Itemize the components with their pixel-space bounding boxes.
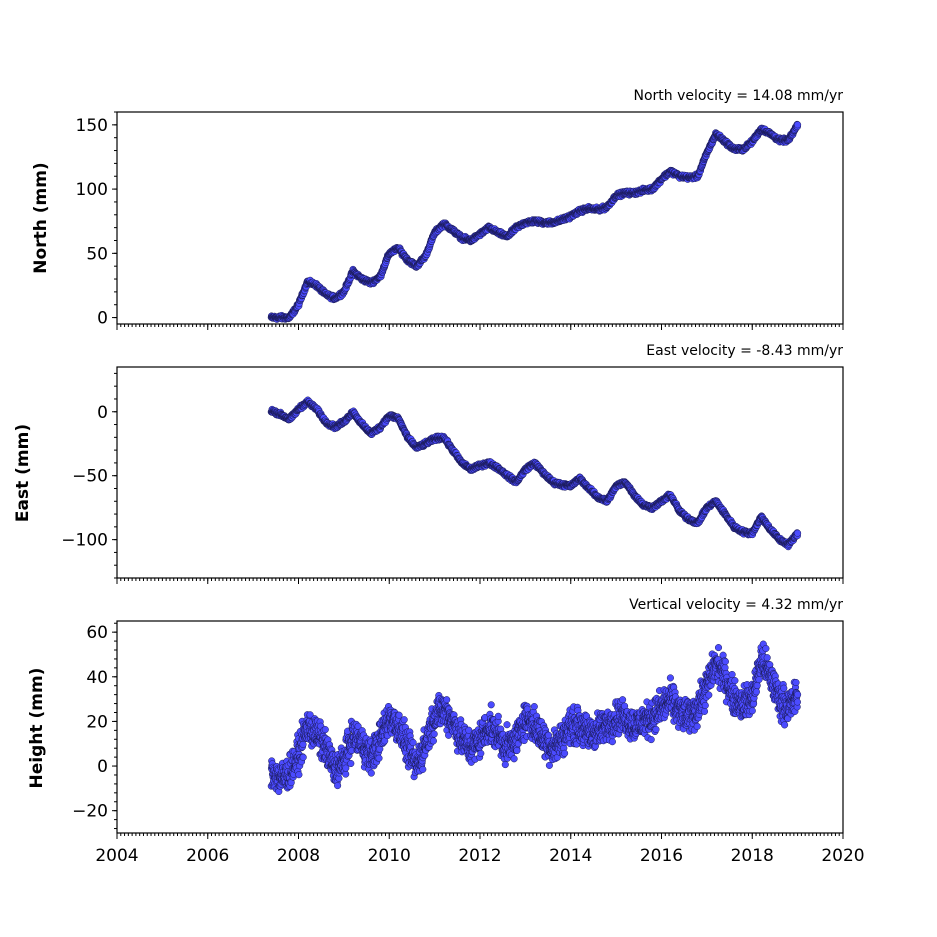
y-tick-label: 100 — [76, 180, 108, 200]
data-point — [375, 754, 383, 762]
axes-frame — [116, 366, 844, 579]
data-points — [267, 396, 802, 551]
east-ylabel: East (mm) — [13, 424, 33, 522]
y-tick-label: 50 — [86, 244, 108, 264]
north-velocity-title: North velocity = 14.08 mm/yr — [633, 88, 843, 104]
north-plot-area: 0 50 100 150 — [76, 111, 844, 330]
east-panel: East velocity = -8.43 mm/yr East (mm) 0 −… — [13, 343, 844, 584]
east-velocity-title: East velocity = -8.43 mm/yr — [646, 343, 843, 359]
y-tick-label: −50 — [72, 467, 108, 487]
north-ylabel: North (mm) — [31, 162, 51, 273]
data-point — [342, 770, 350, 778]
y-tick-label: 150 — [76, 116, 108, 136]
height-panel: Vertical velocity = 4.32 mm/yr Height (m… — [27, 597, 865, 866]
data-point — [295, 771, 303, 779]
height-ylabel: Height (mm) — [27, 668, 47, 789]
data-point — [299, 753, 307, 761]
data-point — [367, 769, 375, 777]
data-point — [334, 782, 342, 790]
data-point — [794, 121, 802, 129]
east-plot-area: 0 −50 −100 — [61, 366, 844, 584]
north-panel: North velocity = 14.08 mm/yr North (mm) … — [31, 88, 844, 330]
data-points — [267, 120, 802, 323]
y-tick-label: −100 — [61, 531, 108, 551]
data-point — [321, 726, 329, 734]
vertical-velocity-title: Vertical velocity = 4.32 mm/yr — [629, 597, 843, 613]
data-points — [267, 640, 802, 796]
y-tick-label: 0 — [97, 403, 108, 423]
data-point — [347, 759, 355, 768]
y-tick-label: 0 — [97, 309, 108, 329]
data-point — [794, 529, 802, 537]
